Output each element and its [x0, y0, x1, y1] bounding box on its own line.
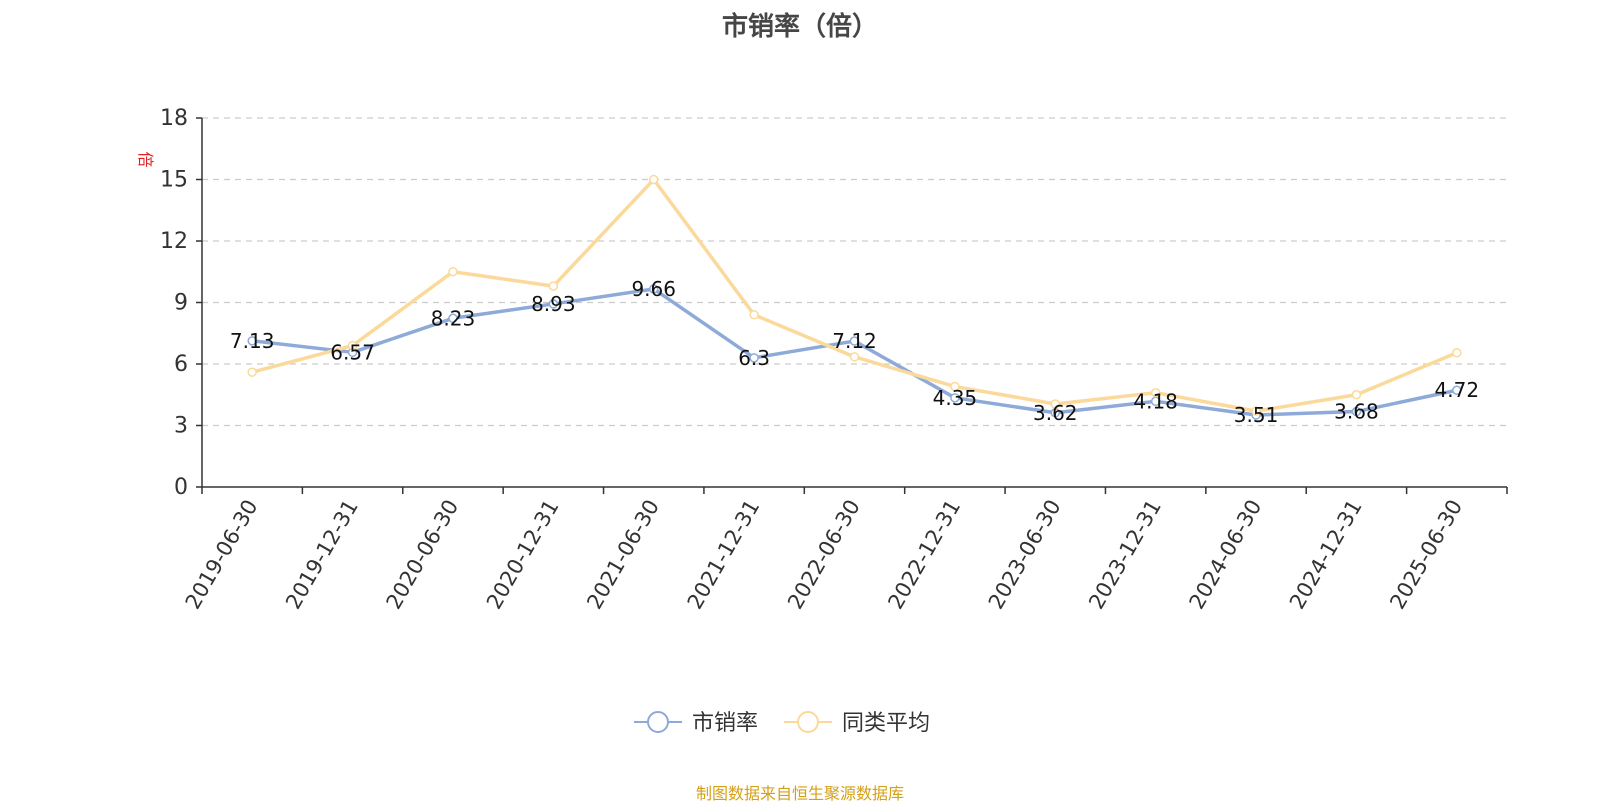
legend-swatch-marker — [647, 711, 669, 733]
legend[interactable]: 市销率 同类平均 — [634, 711, 930, 736]
data-label: 8.93 — [531, 292, 576, 316]
data-point — [950, 393, 960, 403]
x-tick-label: 2025-06-30 — [1385, 496, 1467, 614]
data-label: 3.51 — [1234, 403, 1279, 427]
data-point — [849, 336, 860, 346]
data-point — [849, 352, 860, 362]
x-tick-label: 2020-06-30 — [381, 496, 463, 614]
data-point — [448, 267, 458, 277]
data-point — [648, 174, 659, 185]
x-tick-label: 2021-12-31 — [683, 496, 765, 614]
y-tick-label: 6 — [174, 352, 188, 377]
x-tick-label: 2019-12-31 — [281, 496, 363, 614]
x-tick-label: 2019-06-30 — [181, 496, 263, 614]
y-tick-label: 18 — [160, 106, 188, 131]
y-axis-unit-label: 倍 — [136, 151, 155, 167]
x-tick-label: 2024-06-30 — [1185, 496, 1267, 614]
y-tick-label: 12 — [160, 229, 188, 254]
data-point — [1050, 399, 1061, 409]
data-point — [1351, 390, 1362, 400]
data-label: 8.23 — [431, 306, 476, 330]
data-point — [1452, 385, 1462, 395]
data-point — [1150, 387, 1161, 398]
data-point — [1452, 347, 1462, 358]
data-label: 3.62 — [1033, 401, 1078, 425]
chart-title: 市销率（倍） — [721, 12, 878, 42]
series-lines — [247, 174, 1462, 420]
x-tick-label: 2021-06-30 — [582, 496, 664, 614]
data-point — [548, 299, 559, 309]
x-tick-label: 2024-12-31 — [1285, 496, 1367, 614]
data-label: 6.3 — [738, 346, 770, 370]
data-labels: 7.13 6.57 8.23 8.93 9.66 6.3 7.12 4.35 3.62 4.18 3… — [230, 277, 1479, 427]
x-tick-label: 2022-12-31 — [883, 496, 965, 614]
data-label: 7.12 — [832, 329, 877, 353]
x-tick-label: 2020-12-31 — [482, 496, 564, 614]
data-point — [1251, 406, 1261, 416]
data-label: 9.66 — [631, 277, 676, 301]
data-point — [1050, 408, 1061, 418]
x-tick-label: 2022-06-30 — [783, 496, 865, 614]
legend-swatch-marker — [797, 711, 819, 733]
data-point — [347, 340, 358, 351]
legend-label: 市销率 — [692, 711, 758, 736]
x-tick-label: 2023-06-30 — [984, 496, 1066, 614]
y-tick-label: 9 — [174, 291, 188, 316]
data-point — [648, 284, 659, 294]
data-point — [247, 336, 257, 346]
data-label: 7.13 — [230, 329, 275, 353]
data-point — [548, 281, 559, 291]
x-tick-label: 2023-12-31 — [1084, 496, 1166, 614]
data-point — [1351, 406, 1362, 417]
data-point — [950, 381, 960, 392]
y-tick-label: 3 — [174, 414, 188, 439]
data-label: 4.72 — [1435, 378, 1480, 402]
series-line — [251, 177, 1458, 413]
grid-lines — [202, 117, 1507, 427]
y-tick-label: 15 — [160, 168, 188, 193]
data-label: 6.57 — [330, 340, 375, 364]
data-point — [749, 353, 759, 363]
data-label: 4.18 — [1133, 389, 1178, 413]
data-label: 3.68 — [1334, 400, 1379, 424]
source-note: 制图数据来自恒生聚源数据库 — [695, 784, 904, 803]
legend-label: 同类平均 — [842, 711, 930, 736]
data-label: 4.35 — [933, 386, 978, 410]
data-point — [247, 367, 257, 377]
data-point — [749, 310, 759, 320]
data-point — [448, 313, 458, 324]
y-tick-label: 0 — [174, 475, 188, 500]
